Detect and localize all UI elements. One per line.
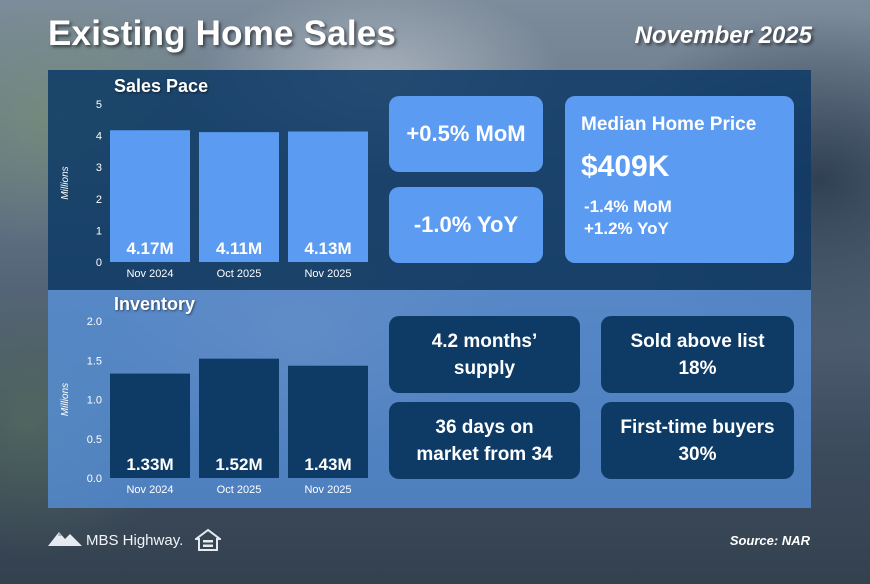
mbs-highway-logo: MBS Highway. (48, 528, 183, 552)
sales-ytick: 4 (96, 131, 102, 143)
inventory-bar (110, 373, 190, 478)
sales-panel: Sales Pace Millions 0 1 2 3 4 5 4.17M Nov 2024 4.… (48, 70, 811, 290)
logo-text: MBS Highway. (86, 531, 184, 549)
sales-ytick: 0 (96, 257, 102, 269)
median-price-tile: Median Home Price $409K -1.4% MoM +1.2% … (565, 96, 794, 263)
months-supply-tile: 4.2 months’ supply (389, 316, 580, 393)
sales-category-label: Nov 2025 (304, 268, 351, 280)
days-on-market-line2: market from 34 (416, 443, 553, 465)
mountain-logo-icon (48, 528, 82, 552)
inventory-category-label: Nov 2025 (304, 484, 351, 496)
inventory-ytick: 0.0 (87, 473, 102, 485)
inventory-ytick: 1.0 (87, 395, 102, 407)
sold-above-list-tile: Sold above list 18% (601, 316, 794, 393)
sales-bar (199, 132, 279, 262)
sales-category-label: Oct 2025 (217, 268, 262, 280)
inventory-chart: Millions 0.0 0.5 1.0 1.5 2.0 1.33M Nov 2024 1.52… (60, 316, 368, 496)
report-period: November 2025 (634, 22, 812, 49)
months-supply-line1: 4.2 months’ (431, 330, 538, 352)
sales-yoy-value: -1.0% YoY (413, 212, 519, 237)
inventory-ytick: 2.0 (87, 316, 102, 328)
inventory-ytick: 0.5 (87, 434, 102, 446)
median-price-mom: -1.4% MoM (584, 197, 672, 216)
inventory-bar (288, 365, 368, 478)
sales-ytick: 5 (96, 99, 102, 111)
median-price-changes: -1.4% MoM +1.2% YoY (581, 196, 672, 240)
source-note: Source: NAR (729, 533, 810, 548)
equal-housing-icon (193, 528, 223, 557)
sales-bar-value-label: 4.13M (304, 239, 351, 258)
first-time-buyers-label: First-time buyers (620, 416, 775, 438)
inventory-category-label: Oct 2025 (217, 484, 262, 496)
sales-pace-chart: Millions 0 1 2 3 4 5 4.17M Nov 2024 4.11M Oct 2025… (60, 99, 368, 280)
inventory-ytick: 1.5 (87, 355, 102, 367)
median-price-yoy: +1.2% YoY (584, 219, 669, 238)
sales-bar (288, 131, 368, 262)
sales-bar-value-label: 4.11M (216, 239, 262, 258)
sales-category-label: Nov 2024 (126, 268, 173, 280)
median-price-label: Median Home Price (581, 114, 757, 135)
sales-bar (110, 130, 190, 262)
first-time-buyers-tile: First-time buyers 30% (601, 402, 794, 479)
sales-ytick: 3 (96, 162, 102, 174)
sales-ytick: 2 (96, 194, 102, 206)
median-price-value: $409K (581, 150, 670, 183)
sales-mom-value: +0.5% MoM (406, 121, 526, 146)
inventory-category-label: Nov 2024 (126, 484, 173, 496)
page-title: Existing Home Sales (48, 14, 397, 53)
sold-above-list-label: Sold above list (630, 330, 765, 352)
sales-ytick: 1 (96, 225, 102, 237)
inventory-bar-value-label: 1.52M (215, 455, 262, 474)
sales-yoy-tile: -1.0% YoY (389, 187, 543, 263)
first-time-buyers-value: 30% (678, 443, 717, 465)
inventory-title: Inventory (114, 294, 196, 314)
sales-mom-tile: +0.5% MoM (389, 96, 543, 172)
sales-pace-title: Sales Pace (114, 76, 209, 96)
inventory-bar (199, 358, 279, 478)
inventory-bar-value-label: 1.33M (126, 455, 173, 474)
sold-above-list-value: 18% (678, 357, 717, 379)
inventory-ylabel: Millions (60, 383, 71, 416)
sales-bar-value-label: 4.17M (126, 239, 173, 258)
sales-ylabel: Millions (60, 166, 71, 199)
days-on-market-tile: 36 days on market from 34 (389, 402, 580, 479)
days-on-market-line1: 36 days on (435, 416, 534, 438)
months-supply-line2: supply (453, 357, 516, 379)
inventory-bar-value-label: 1.43M (304, 455, 351, 474)
inventory-panel: Inventory Millions 0.0 0.5 1.0 1.5 2.0 1.33M No… (48, 290, 811, 508)
